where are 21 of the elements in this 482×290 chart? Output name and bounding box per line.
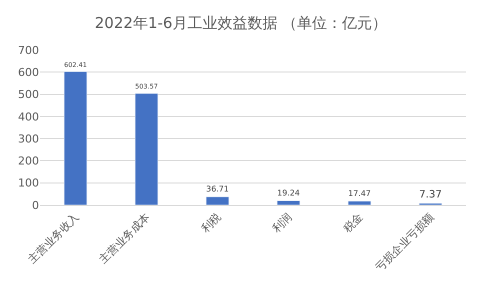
bar bbox=[134, 93, 158, 205]
y-tick-label: 100 bbox=[18, 176, 39, 190]
y-tick-label: 0 bbox=[32, 198, 39, 212]
x-tick-label: 利润 bbox=[270, 210, 295, 236]
y-tick-label: 600 bbox=[18, 66, 39, 79]
x-tick-label: 税金 bbox=[340, 210, 366, 236]
bar bbox=[276, 200, 300, 205]
y-tick-label: 300 bbox=[18, 132, 39, 146]
y-tick-label: 500 bbox=[18, 88, 39, 102]
y-tick-label: 400 bbox=[18, 110, 39, 124]
y-tick-label: 200 bbox=[18, 154, 39, 168]
bar bbox=[348, 200, 372, 205]
x-tick-label: 利税 bbox=[198, 210, 224, 236]
x-tick-label: 主营业务收入 bbox=[26, 210, 82, 266]
x-tick-label: 主营业务成本 bbox=[96, 210, 153, 266]
y-tick-label: 700 bbox=[18, 44, 39, 57]
x-tick-label: 亏损企业亏损额 bbox=[372, 210, 437, 274]
data-label: 7.37 bbox=[419, 190, 442, 201]
bar bbox=[206, 196, 230, 205]
bar bbox=[64, 71, 88, 205]
chart-title: 2022年1-6月工业效益数据 （单位：亿元） bbox=[94, 14, 388, 32]
